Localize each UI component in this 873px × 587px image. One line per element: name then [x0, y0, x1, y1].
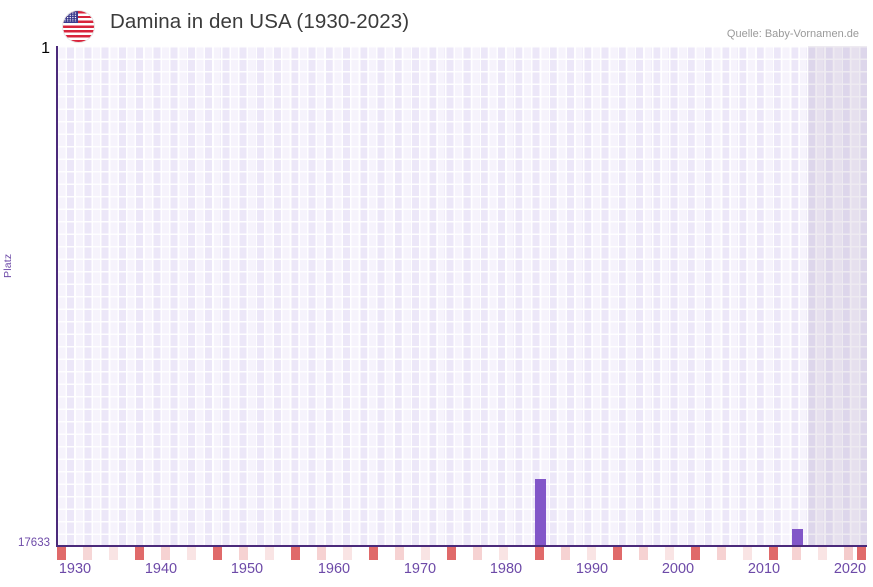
chart-header: Damina in den USA (1930-2023) Quelle: Ba… — [0, 0, 873, 46]
x-axis-tick-mark — [769, 547, 778, 560]
page-title: Damina in den USA (1930-2023) — [110, 10, 410, 33]
shaded-projection-region — [808, 46, 867, 546]
x-axis-tick-label: 1960 — [317, 561, 351, 577]
x-axis-tick-mark — [421, 547, 430, 560]
x-axis-tick-mark — [239, 547, 248, 560]
x-axis-tick-mark — [818, 547, 827, 560]
x-axis-tick-mark — [844, 547, 853, 560]
x-axis-tick-label: 2000 — [661, 561, 695, 577]
y-axis-top-label: 1 — [41, 40, 50, 57]
x-axis-tick-mark — [213, 547, 222, 560]
x-axis-tick-mark — [317, 547, 326, 560]
x-axis-tick-mark — [587, 547, 596, 560]
x-axis-tick-label: 1930 — [58, 561, 92, 577]
x-axis-tick-mark — [535, 547, 544, 560]
x-axis-tick-mark — [665, 547, 674, 560]
x-axis-tick-label: 1940 — [144, 561, 178, 577]
x-axis-tick-mark — [369, 547, 378, 560]
x-axis-tick-label: 1950 — [230, 561, 264, 577]
x-axis-tick-mark — [265, 547, 274, 560]
y-axis-bottom-label: 17633 — [18, 537, 50, 549]
x-axis-tick-label: 2010 — [747, 561, 781, 577]
bar-1989 — [535, 479, 546, 546]
x-axis-tick-mark — [447, 547, 456, 560]
x-axis-tick-mark — [109, 547, 118, 560]
grid-lines — [57, 46, 867, 546]
x-axis-tick-mark — [499, 547, 508, 560]
x-axis-tick-mark — [473, 547, 482, 560]
x-axis-tick-mark — [57, 547, 66, 560]
source-label: Quelle: Baby-Vornamen.de — [726, 28, 859, 40]
x-axis-tick-mark — [187, 547, 196, 560]
x-axis-tick-label: 1970 — [403, 561, 437, 577]
x-axis-tick-mark — [395, 547, 404, 560]
x-axis-tick-mark — [561, 547, 570, 560]
bar-2021 — [792, 529, 803, 546]
x-axis-tick-mark — [639, 547, 648, 560]
x-axis-tick-mark — [792, 547, 801, 560]
y-axis-bottom-label-wrap: 17633 — [0, 533, 50, 549]
x-axis-tick-mark — [857, 547, 866, 560]
us-flag-icon — [63, 11, 94, 42]
x-axis-tick-label: 1980 — [489, 561, 523, 577]
x-axis-tick-mark — [83, 547, 92, 560]
x-axis-tick-mark — [135, 547, 144, 560]
x-axis-tick-mark — [343, 547, 352, 560]
flag-canton — [63, 11, 78, 23]
x-axis-tick-mark — [691, 547, 700, 560]
x-axis-tick-mark — [743, 547, 752, 560]
x-axis-tick-mark — [291, 547, 300, 560]
x-axis-tick-label: 1990 — [575, 561, 609, 577]
plot-area — [57, 46, 867, 546]
y-axis-top-label-wrap: 1 — [0, 40, 50, 57]
y-axis-line — [56, 46, 58, 547]
x-axis-tick-mark — [717, 547, 726, 560]
x-axis-tick-mark — [613, 547, 622, 560]
x-axis-tick-mark — [161, 547, 170, 560]
x-axis-tick-label: 2020 — [833, 561, 867, 577]
x-axis-line — [56, 545, 867, 547]
